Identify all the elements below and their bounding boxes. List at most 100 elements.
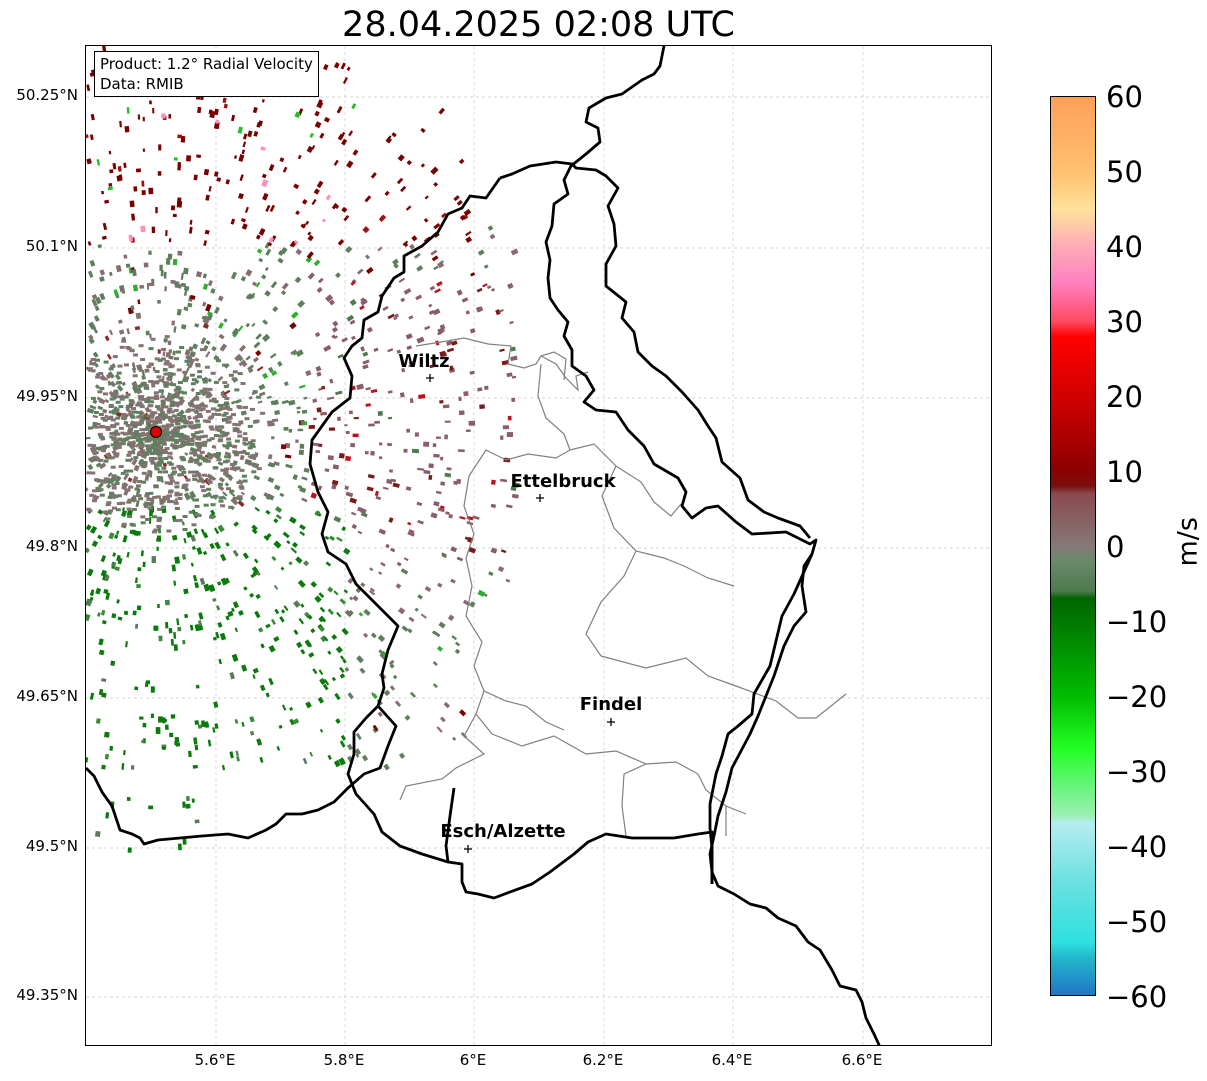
echo-pixel — [324, 535, 330, 541]
echo-pixel — [200, 435, 206, 439]
echo-pixel — [183, 377, 189, 381]
echo-pixel — [232, 496, 238, 500]
echo-pixel — [134, 686, 139, 691]
echo-pixel — [109, 432, 115, 435]
lat-tick-label: 49.35°N — [16, 986, 78, 1004]
echo-pixel — [366, 486, 374, 492]
echo-pixel — [94, 478, 100, 482]
echo-pixel — [339, 598, 347, 605]
lon-tick-label: 6.2°E — [582, 1051, 624, 1069]
echo-pixel — [251, 454, 257, 458]
echo-pixel — [174, 491, 180, 495]
echo-pixel — [113, 389, 119, 393]
echo-pixel — [304, 639, 312, 648]
echo-pixel — [90, 369, 96, 373]
echo-pixel — [477, 387, 483, 392]
echo-pixel — [258, 383, 266, 391]
echo-pixel — [149, 472, 153, 478]
echo-pixel — [379, 653, 386, 661]
product-label: Product: 1.2° Radial Velocity — [100, 55, 313, 73]
echo-pixel — [148, 347, 154, 351]
echo-pixel — [157, 478, 162, 482]
echo-pixel — [454, 648, 461, 655]
echo-pixel — [98, 425, 104, 429]
echo-pixel — [111, 561, 117, 567]
echo-pixel — [284, 454, 292, 459]
echo-pixel — [105, 453, 111, 457]
echo-pixel — [274, 410, 281, 416]
echo-pixel — [128, 485, 134, 489]
echo-pixel — [138, 397, 144, 401]
echo-pixel — [103, 459, 109, 463]
echo-pixel — [391, 132, 397, 138]
echo-pixel — [382, 486, 389, 490]
echo-pixel — [98, 649, 105, 656]
echo-pixel — [267, 422, 275, 427]
echo-pixel — [203, 583, 211, 592]
echo-pixel — [142, 148, 145, 152]
echo-pixel — [117, 437, 123, 441]
echo-pixel — [433, 265, 439, 271]
echo-pixel — [229, 751, 234, 759]
echo-pixel — [424, 325, 431, 331]
echo-pixel — [140, 550, 144, 557]
echo-pixel — [331, 334, 336, 339]
echo-pixel — [209, 399, 214, 403]
echo-pixel — [199, 389, 205, 393]
echo-pixel — [254, 610, 261, 619]
echo-pixel — [183, 588, 189, 595]
echo-pixel — [132, 380, 138, 387]
echo-pixel — [164, 286, 167, 292]
echo-pixel — [453, 195, 460, 202]
echo-pixel — [86, 507, 92, 511]
echo-pixel — [123, 162, 127, 168]
echo-pixel — [258, 227, 266, 236]
echo-pixel — [138, 497, 144, 501]
echo-pixel — [185, 478, 191, 482]
echo-pixel — [295, 210, 300, 216]
city-label-esch: Esch/Alzette — [440, 821, 566, 842]
echo-pixel — [119, 120, 122, 128]
echo-pixel — [236, 430, 242, 434]
echo-pixel — [328, 299, 335, 306]
echo-pixel — [183, 483, 189, 487]
echo-pixel — [363, 608, 371, 617]
echo-pixel — [132, 423, 138, 427]
echo-pixel — [177, 416, 183, 420]
echo-pixel — [182, 801, 186, 808]
echo-pixel — [231, 607, 235, 613]
echo-pixel — [163, 362, 169, 366]
echo-pixel — [309, 132, 314, 138]
echo-pixel — [435, 436, 441, 439]
echo-pixel — [145, 419, 151, 423]
echo-pixel — [409, 691, 417, 698]
echo-pixel — [355, 732, 362, 740]
echo-pixel — [183, 306, 189, 312]
echo-pixel — [337, 416, 341, 421]
echo-pixel — [281, 290, 287, 296]
echo-pixel — [213, 527, 220, 535]
echo-pixel — [126, 347, 132, 351]
echo-pixel — [446, 467, 452, 471]
echo-pixel — [124, 125, 130, 133]
echo-pixel — [366, 266, 374, 275]
echo-pixel — [202, 494, 208, 498]
echo-pixel — [231, 444, 238, 449]
echo-pixel — [158, 459, 164, 463]
echo-pixel — [236, 481, 242, 485]
echo-pixel — [193, 453, 198, 457]
echo-pixel — [290, 547, 297, 554]
echo-pixel — [501, 359, 510, 366]
radar-map[interactable] — [85, 45, 992, 1046]
echo-pixel — [204, 229, 210, 235]
echo-pixel — [245, 355, 251, 361]
echo-pixel — [167, 500, 172, 504]
echo-pixel — [191, 474, 197, 478]
echo-pixel — [121, 522, 127, 526]
echo-pixel — [217, 622, 223, 628]
echo-pixel — [189, 294, 196, 300]
echo-pixel — [320, 411, 328, 416]
echo-pixel — [352, 149, 359, 156]
echo-pixel — [89, 72, 96, 77]
echo-pixel — [417, 467, 425, 471]
